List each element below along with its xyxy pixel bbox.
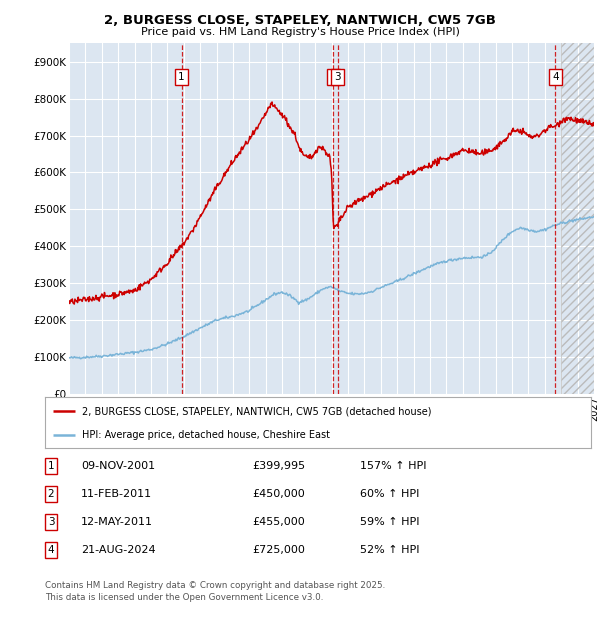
Text: 1: 1	[47, 461, 55, 471]
Text: Price paid vs. HM Land Registry's House Price Index (HPI): Price paid vs. HM Land Registry's House …	[140, 27, 460, 37]
Text: 52% ↑ HPI: 52% ↑ HPI	[360, 545, 419, 555]
Text: 4: 4	[552, 71, 559, 82]
Text: £455,000: £455,000	[252, 517, 305, 527]
Text: 2, BURGESS CLOSE, STAPELEY, NANTWICH, CW5 7GB: 2, BURGESS CLOSE, STAPELEY, NANTWICH, CW…	[104, 14, 496, 27]
Text: 2: 2	[330, 71, 337, 82]
Text: 4: 4	[47, 545, 55, 555]
Text: 60% ↑ HPI: 60% ↑ HPI	[360, 489, 419, 499]
Text: Contains HM Land Registry data © Crown copyright and database right 2025.
This d: Contains HM Land Registry data © Crown c…	[45, 581, 385, 603]
Text: 3: 3	[47, 517, 55, 527]
Text: HPI: Average price, detached house, Cheshire East: HPI: Average price, detached house, Ches…	[82, 430, 330, 440]
Text: 3: 3	[334, 71, 341, 82]
Text: 11-FEB-2011: 11-FEB-2011	[81, 489, 152, 499]
Text: £725,000: £725,000	[252, 545, 305, 555]
Text: £399,995: £399,995	[252, 461, 305, 471]
Text: 09-NOV-2001: 09-NOV-2001	[81, 461, 155, 471]
Text: 59% ↑ HPI: 59% ↑ HPI	[360, 517, 419, 527]
Text: 1: 1	[178, 71, 185, 82]
Text: 12-MAY-2011: 12-MAY-2011	[81, 517, 153, 527]
Text: 21-AUG-2024: 21-AUG-2024	[81, 545, 155, 555]
Text: 2: 2	[47, 489, 55, 499]
Text: 157% ↑ HPI: 157% ↑ HPI	[360, 461, 427, 471]
Text: 2, BURGESS CLOSE, STAPELEY, NANTWICH, CW5 7GB (detached house): 2, BURGESS CLOSE, STAPELEY, NANTWICH, CW…	[82, 406, 431, 416]
Text: £450,000: £450,000	[252, 489, 305, 499]
